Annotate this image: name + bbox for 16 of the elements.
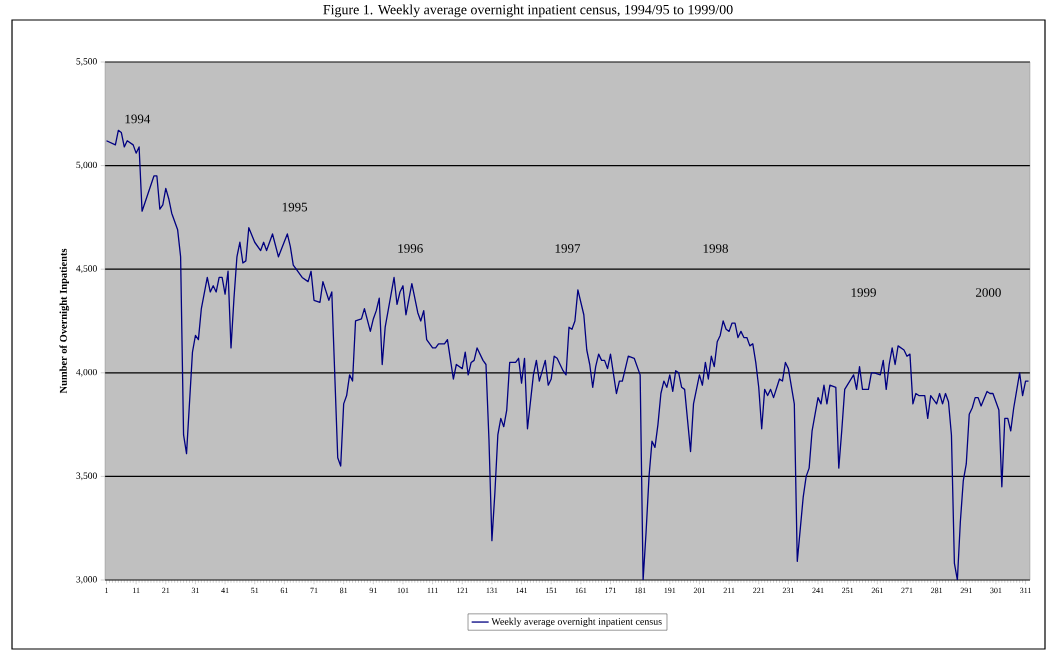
y-tick-label: 4,500	[76, 265, 97, 274]
annotation: 1994	[125, 114, 151, 124]
legend-label: Weekly average overnight inpatient census	[491, 617, 662, 627]
y-tick-label: 5,000	[76, 161, 97, 170]
annotation: 2000	[976, 288, 1001, 297]
y-tick-label: 3,000	[76, 576, 97, 584]
chart-title: Figure 1. Weekly average overnight inpatient census, 1994/95 to 1999/00	[323, 4, 733, 18]
y-axis-title: Number of Overnight Inpatients	[59, 248, 70, 394]
annotation: 1997	[555, 244, 581, 253]
y-tick-label: 5,500	[76, 58, 97, 66]
y-tick-label: 4,000	[76, 368, 97, 377]
y-tick-label: 3,500	[76, 472, 97, 481]
annotation: 1995	[282, 202, 308, 212]
annotation: 1996	[398, 244, 423, 253]
annotation: 1999	[851, 288, 876, 297]
annotation: 1998	[703, 244, 728, 253]
